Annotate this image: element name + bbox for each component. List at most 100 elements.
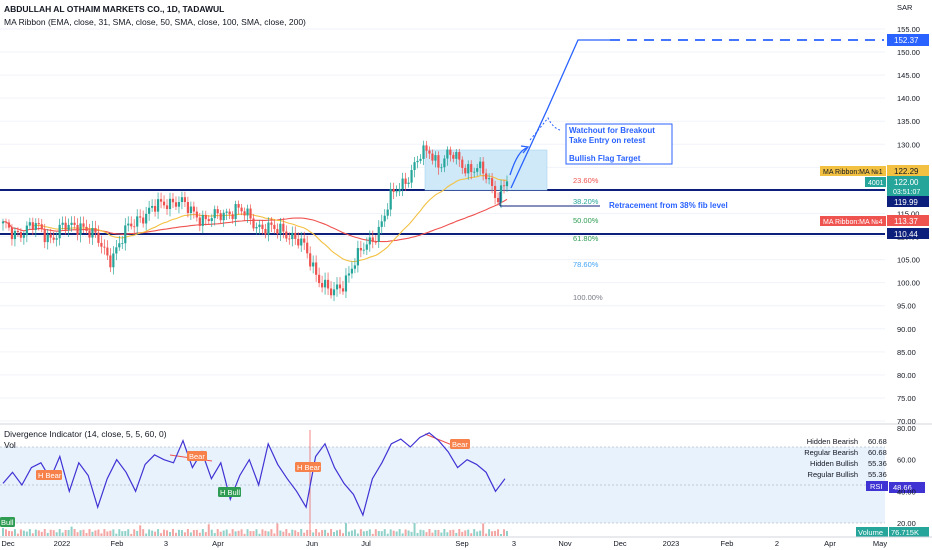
volume-bar (273, 533, 276, 536)
candle-body (246, 208, 249, 216)
volume-bar (473, 529, 476, 536)
volume-bar (321, 530, 324, 536)
volume-bar (389, 529, 392, 536)
ma4-label: MA Ribbon:MA №4 (823, 219, 883, 226)
candle-body (306, 242, 309, 254)
volume-bar (180, 530, 183, 536)
volume-bar (174, 532, 177, 536)
volume-bar (470, 533, 473, 536)
candle-body (356, 248, 359, 266)
candle-body (404, 178, 407, 184)
candle-body (121, 243, 124, 245)
candle-body (240, 207, 243, 212)
volume-bar (291, 529, 294, 536)
volume-bar (82, 529, 85, 536)
candle-body (225, 211, 228, 213)
volume-bar (70, 526, 73, 536)
volume-bar (461, 531, 464, 536)
currency-label: SAR (897, 3, 913, 12)
volume-bar (31, 533, 34, 536)
volume-bars (2, 523, 508, 536)
candle-body (201, 214, 204, 226)
candle-body (455, 152, 458, 159)
volume-bar (255, 529, 258, 536)
volume-bar (207, 524, 210, 536)
candle-body (79, 223, 82, 235)
candle-body (204, 214, 207, 220)
oscillator-title[interactable]: Divergence Indicator (14, close, 5, 5, 6… (4, 429, 167, 439)
volume-bar (148, 529, 151, 536)
volume-bar (112, 529, 115, 536)
breakout-arrow (509, 147, 528, 176)
candle-body (106, 247, 109, 256)
candle-body (321, 283, 324, 288)
breakout-note-line-4: Bullish Flag Target (569, 154, 641, 163)
candle-body (124, 225, 127, 244)
candle-body (496, 197, 500, 203)
candle-body (362, 249, 365, 251)
volume-bar (22, 530, 25, 536)
candle-body (73, 222, 76, 225)
volume-bar (294, 530, 297, 536)
volume-bar (198, 532, 201, 536)
candle-body (413, 162, 416, 171)
candle-body (82, 223, 85, 227)
volume-bar (440, 532, 443, 536)
breakout-level-badge (887, 196, 929, 207)
volume-bar (503, 529, 506, 536)
candle-body (192, 206, 195, 212)
candle-body (88, 230, 91, 238)
volume-bar (201, 529, 204, 536)
ma1-label: MA Ribbon:MA №1 (823, 169, 883, 176)
volume-bar (356, 533, 359, 536)
ma-ribbon-legend[interactable]: MA Ribbon (EMA, close, 31, SMA, close, 5… (4, 17, 306, 27)
volume-bar (267, 531, 270, 536)
candle-body (398, 188, 401, 192)
volume-bar (13, 529, 16, 536)
volume-bar (333, 531, 336, 536)
volume-bar (395, 531, 398, 536)
tag-bull-text: Bull (1, 518, 14, 527)
candle-body (22, 235, 25, 238)
candle-body (55, 238, 58, 240)
volume-bar (309, 530, 312, 536)
candle-body (252, 218, 255, 229)
volume-bar (73, 529, 76, 536)
tag-h-bear-1 (36, 470, 62, 480)
candle-body (127, 223, 130, 226)
candlesticks (1, 140, 509, 302)
candle-body (401, 178, 404, 189)
oscillator-axis[interactable]: 80.00 60.00 40.00 20.00 (897, 424, 916, 528)
candle-body (156, 199, 160, 212)
candle-body (46, 234, 49, 243)
candle-body (410, 170, 413, 183)
time-axis[interactable]: Dec 2022 Feb 3 Apr Jun Jul Sep 3 Nov Dec 2023 Feb 2 Ap… (1, 539, 887, 548)
tag-h-bear-2-text: H Bear (297, 463, 321, 472)
volume-bar (410, 531, 413, 536)
projection-drawing: Watchout for Breakout Take Entry on rete… (499, 39, 884, 210)
volume-bar (216, 529, 219, 536)
volume-bar (213, 533, 216, 536)
candle-body (198, 217, 201, 226)
volume-bar (464, 530, 467, 536)
candle-body (270, 222, 273, 225)
volume-bar (2, 528, 4, 536)
volume-bar (327, 532, 330, 536)
candle-body (383, 215, 386, 222)
candle-body (13, 230, 17, 240)
candle-body (479, 161, 482, 169)
candle-body (499, 185, 503, 203)
countdown: 03:51:07 (893, 189, 920, 196)
volume-bar (85, 532, 88, 536)
fib-label-50: 50.00% (573, 216, 599, 225)
volume-indicator-label[interactable]: Vol (4, 440, 16, 450)
candle-body (315, 262, 318, 275)
candle-body (458, 152, 461, 160)
candle-body (407, 182, 410, 184)
volume-value-badge (889, 527, 929, 537)
volume-bar (467, 529, 470, 536)
volume-bar (398, 529, 401, 536)
volume-bar (347, 531, 350, 536)
candle-body (464, 167, 467, 174)
